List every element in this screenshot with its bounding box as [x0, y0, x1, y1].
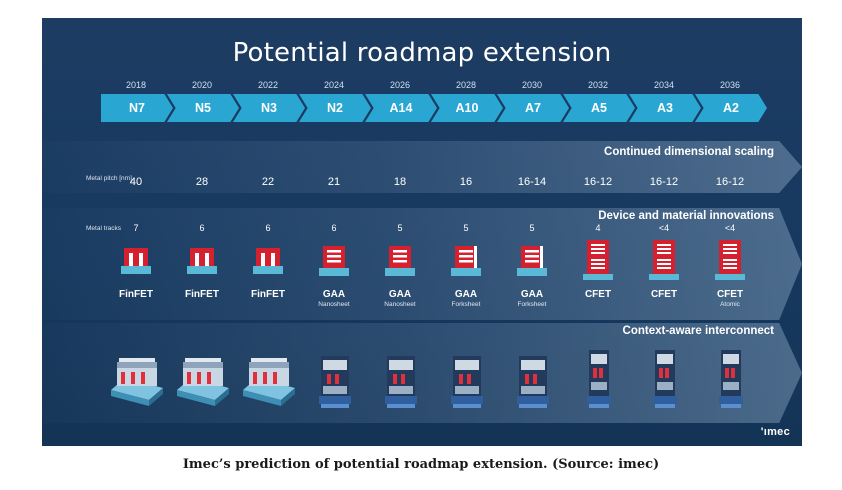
gaa-interconnect-icon: [433, 348, 499, 410]
metal-tracks-value: 4: [595, 223, 601, 233]
metal-tracks-value: 5: [463, 223, 469, 233]
device-subtype: Forksheet: [517, 301, 547, 308]
year-label: 2036: [719, 80, 741, 90]
year-row: 2018 2020 2022 2024 2026 2028 2030 2032 2034 2036: [42, 80, 802, 94]
cfet-interconnect-icon: [631, 348, 697, 410]
metal-tracks-value: 6: [199, 223, 205, 233]
cfet-device-icon: [631, 240, 697, 280]
year-label: 2034: [653, 80, 675, 90]
year-label: 2032: [587, 80, 609, 90]
imec-logo: 'ımec: [760, 426, 790, 438]
year-label: 2022: [257, 80, 279, 90]
node-arrow-a14: A14: [365, 94, 437, 122]
metal-pitch-value: 40: [129, 176, 143, 188]
cfet-interconnect-icon: [565, 348, 631, 410]
band-title-scaling: Continued dimensional scaling: [604, 146, 774, 158]
device-subtype: Forksheet: [451, 301, 481, 308]
finfet-interconnect-icon: [103, 348, 169, 410]
metal-tracks-value: 5: [529, 223, 535, 233]
metal-pitch-value: 18: [393, 176, 407, 188]
node-arrow-a2: A2: [695, 94, 767, 122]
device-name: CFET: [584, 289, 612, 300]
finfet-device-icon: [103, 240, 169, 280]
device-name: GAA: [520, 289, 544, 300]
slide-title: Potential roadmap extension: [232, 38, 612, 68]
device-name: CFET: [716, 289, 744, 300]
band-device-innovations: [42, 208, 802, 320]
forksheet-device-icon: [433, 240, 499, 280]
metal-pitch-label: Metal pitch [nm]: [86, 175, 132, 182]
node-arrow-n2: N2: [299, 94, 371, 122]
device-subtype: Nanosheet: [318, 301, 350, 308]
device-name: FinFET: [119, 289, 153, 300]
metal-pitch-value: 16: [459, 176, 473, 188]
year-label: 2028: [455, 80, 477, 90]
node-arrow-n5: N5: [167, 94, 239, 122]
node-arrow-n7: N7: [101, 94, 173, 122]
node-arrow-a7: A7: [497, 94, 569, 122]
metal-pitch-value: 22: [261, 176, 275, 188]
metal-tracks-value: 6: [265, 223, 271, 233]
metal-pitch-value: 21: [327, 176, 341, 188]
finfet-interconnect-icon: [169, 348, 235, 410]
roadmap-slide: Potential roadmap extension 2018 2020 2022…: [42, 18, 802, 446]
node-arrow-n3: N3: [233, 94, 305, 122]
metal-pitch-value: 28: [195, 176, 209, 188]
finfet-interconnect-icon: [235, 348, 301, 410]
device-subtype: Nanosheet: [384, 301, 416, 308]
year-label: 2024: [323, 80, 345, 90]
year-label: 2020: [191, 80, 213, 90]
cfet-interconnect-icon: [697, 348, 763, 410]
band-dimensional-scaling: [42, 141, 802, 193]
metal-tracks-value: 5: [397, 223, 403, 233]
gaa-interconnect-icon: [499, 348, 565, 410]
metal-tracks-label: Metal tracks: [86, 225, 122, 232]
device-name: FinFET: [251, 289, 285, 300]
metal-pitch-value: 16-12: [583, 176, 613, 188]
node-arrow-a5: A5: [563, 94, 635, 122]
year-label: 2026: [389, 80, 411, 90]
year-label: 2030: [521, 80, 543, 90]
band-interconnect: [42, 323, 802, 423]
cfet-device-icon: [565, 240, 631, 280]
metal-pitch-value: 16-12: [649, 176, 679, 188]
metal-pitch-value: 16-12: [715, 176, 745, 188]
cfet-device-icon: [697, 240, 763, 280]
nanosheet-device-icon: [367, 240, 433, 280]
device-name: GAA: [454, 289, 478, 300]
device-name: FinFET: [185, 289, 219, 300]
metal-tracks-value: <4: [658, 223, 670, 233]
device-name: GAA: [388, 289, 412, 300]
metal-tracks-value: 6: [331, 223, 337, 233]
metal-tracks-value: <4: [724, 223, 736, 233]
band-title-innovations: Device and material innovations: [598, 210, 774, 222]
nanosheet-device-icon: [301, 240, 367, 280]
gaa-interconnect-icon: [367, 348, 433, 410]
metal-pitch-value: 16-14: [517, 176, 547, 188]
gaa-interconnect-icon: [301, 348, 367, 410]
forksheet-device-icon: [499, 240, 565, 280]
band-title-interconnect: Context-aware interconnect: [622, 325, 774, 337]
device-name: GAA: [322, 289, 346, 300]
finfet-device-icon: [169, 240, 235, 280]
finfet-device-icon: [235, 240, 301, 280]
year-label: 2018: [125, 80, 147, 90]
device-name: CFET: [650, 289, 678, 300]
device-subtype: Atomic: [720, 301, 740, 308]
node-arrow-a3: A3: [629, 94, 701, 122]
metal-tracks-value: 7: [133, 223, 139, 233]
figure-caption: Imec’s prediction of potential roadmap e…: [182, 457, 660, 472]
node-arrow-a10: A10: [431, 94, 503, 122]
